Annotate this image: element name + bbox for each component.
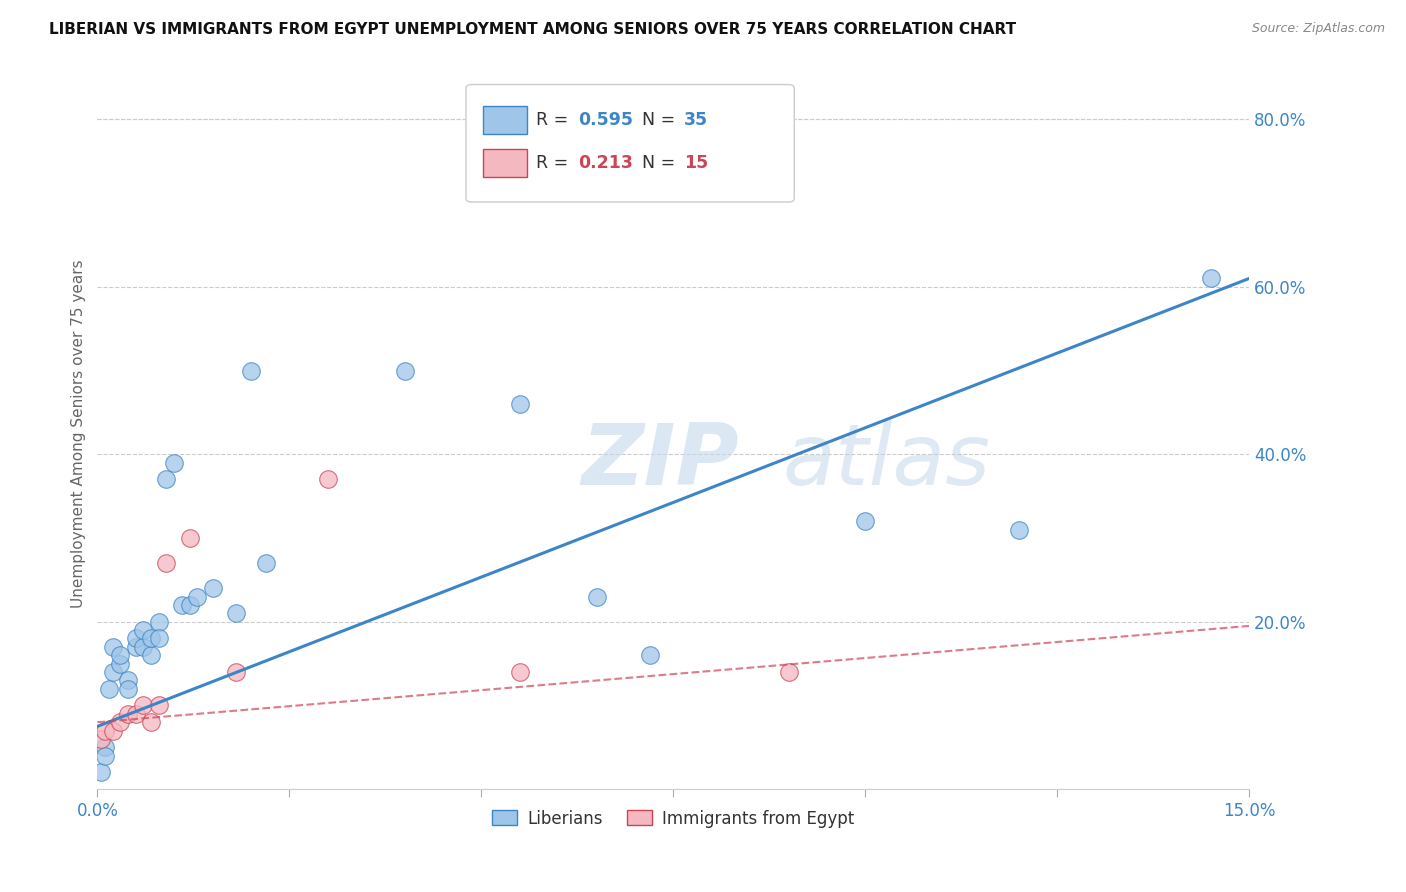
Point — [509, 665, 531, 679]
Point — [201, 581, 224, 595]
Text: R =: R = — [536, 112, 574, 129]
Point — [179, 598, 201, 612]
FancyBboxPatch shape — [484, 106, 527, 135]
Point — [94, 748, 117, 763]
Point — [110, 657, 132, 671]
Point — [155, 556, 177, 570]
FancyBboxPatch shape — [484, 149, 527, 178]
Point — [94, 740, 117, 755]
Text: R =: R = — [536, 153, 574, 172]
Text: 0.213: 0.213 — [578, 153, 633, 172]
Point — [125, 706, 148, 721]
Point — [148, 632, 170, 646]
Point — [101, 723, 124, 738]
Legend: Liberians, Immigrants from Egypt: Liberians, Immigrants from Egypt — [485, 803, 862, 834]
Point — [148, 698, 170, 713]
Point — [101, 640, 124, 654]
Point — [225, 665, 247, 679]
Text: LIBERIAN VS IMMIGRANTS FROM EGYPT UNEMPLOYMENT AMONG SENIORS OVER 75 YEARS CORRE: LIBERIAN VS IMMIGRANTS FROM EGYPT UNEMPL… — [49, 22, 1017, 37]
Point — [1199, 271, 1222, 285]
Point — [117, 673, 139, 688]
Point — [316, 472, 339, 486]
Point — [163, 456, 186, 470]
Text: ZIP: ZIP — [581, 420, 738, 503]
Point — [509, 397, 531, 411]
Point — [254, 556, 277, 570]
Point — [97, 681, 120, 696]
Point — [155, 472, 177, 486]
Point — [225, 607, 247, 621]
Point — [239, 363, 262, 377]
Text: atlas: atlas — [783, 420, 991, 503]
Point — [125, 640, 148, 654]
Point — [740, 154, 762, 169]
Text: 15: 15 — [683, 153, 709, 172]
Point — [139, 648, 162, 663]
Text: N =: N = — [643, 112, 681, 129]
Point — [1008, 523, 1031, 537]
Point — [117, 681, 139, 696]
Point — [640, 648, 662, 663]
Point — [394, 363, 416, 377]
Point — [139, 632, 162, 646]
FancyBboxPatch shape — [465, 85, 794, 202]
Point — [186, 590, 208, 604]
Point — [94, 723, 117, 738]
Text: N =: N = — [643, 153, 681, 172]
Point — [179, 531, 201, 545]
Point — [125, 632, 148, 646]
Point — [90, 765, 112, 780]
Text: 35: 35 — [683, 112, 707, 129]
Text: 0.595: 0.595 — [578, 112, 633, 129]
Y-axis label: Unemployment Among Seniors over 75 years: Unemployment Among Seniors over 75 years — [72, 259, 86, 607]
Point — [110, 715, 132, 730]
Point — [585, 590, 607, 604]
Text: Source: ZipAtlas.com: Source: ZipAtlas.com — [1251, 22, 1385, 36]
Point — [139, 715, 162, 730]
Point — [170, 598, 193, 612]
Point — [132, 640, 155, 654]
Point — [117, 706, 139, 721]
Point — [148, 615, 170, 629]
Point — [132, 698, 155, 713]
Point — [132, 623, 155, 637]
Point — [110, 648, 132, 663]
Point — [778, 665, 800, 679]
Point — [853, 514, 876, 528]
Point — [101, 665, 124, 679]
Point — [90, 731, 112, 746]
